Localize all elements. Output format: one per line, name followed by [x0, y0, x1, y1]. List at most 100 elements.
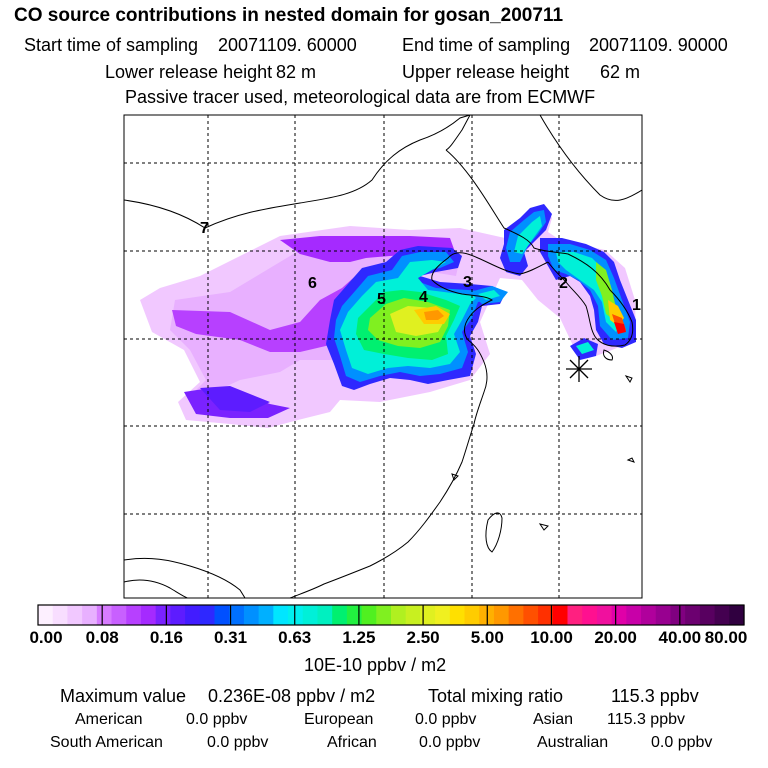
colorbar-swatch [82, 605, 98, 625]
region-value: 0.0 ppbv [651, 734, 713, 751]
colorbar-swatch [611, 605, 627, 625]
total-mixing-value: 115.3 ppbv [611, 686, 699, 706]
colorbar-swatch [302, 605, 319, 625]
colorbar-swatch [96, 605, 113, 625]
lower-height-value: 82 m [276, 62, 317, 82]
colorbar-tick-label: 5.00 [470, 628, 504, 647]
colorbar-swatch [214, 605, 230, 625]
colorbar-tick-label: 80.00 [704, 628, 748, 647]
colorbar-swatch [170, 605, 186, 625]
colorbar-swatch [391, 605, 407, 625]
plot-title: CO source contributions in nested domain… [14, 5, 564, 26]
colorbar-swatch [52, 605, 69, 625]
colorbar-swatch [714, 605, 730, 625]
colorbar-swatch [346, 605, 363, 625]
colorbar-tick-label: 20.00 [594, 628, 637, 647]
region-name: European [304, 711, 374, 728]
colorbar-tick-label: 2.50 [406, 628, 440, 647]
region-value: 0.0 ppbv [207, 734, 269, 751]
colorbar-swatch [582, 605, 598, 625]
colorbar-swatch [449, 605, 466, 625]
region-name: American [75, 711, 143, 728]
colorbar-swatch [508, 605, 524, 625]
marker-2: 2 [559, 275, 568, 292]
region-value: 0.0 ppbv [186, 711, 248, 728]
colorbar-tick-label: 0.08 [85, 628, 119, 647]
colorbar-swatch [670, 605, 686, 625]
marker-7: 7 [200, 220, 209, 237]
colorbar-tick-label: 1.25 [342, 628, 376, 647]
marker-3: 3 [463, 274, 472, 291]
tracer-note: Passive tracer used, meteorological data… [125, 87, 596, 107]
total-mixing-label: Total mixing ratio [428, 686, 564, 706]
colorbar-swatch [185, 605, 201, 625]
colorbar-swatch [435, 605, 451, 625]
upper-height-label: Upper release height [402, 62, 570, 82]
end-time-label: End time of sampling [402, 35, 571, 55]
colorbar-swatch [332, 605, 348, 625]
colorbar-swatch [552, 605, 569, 625]
receptor-star-icon [566, 356, 592, 382]
region-name: African [327, 734, 377, 751]
colorbar-swatch [111, 605, 127, 625]
colorbar-swatch [243, 605, 260, 625]
colorbar-swatch [596, 605, 613, 625]
region-value: 0.0 ppbv [415, 711, 477, 728]
colorbar-tick-label: 0.63 [278, 628, 312, 647]
colorbar-swatch [493, 605, 510, 625]
upper-height-value: 62 m [600, 62, 641, 82]
start-time-label: Start time of sampling [24, 35, 199, 55]
colorbar-swatch [273, 605, 289, 625]
colorbar-swatch [464, 605, 480, 625]
colorbar-swatch [67, 605, 83, 625]
max-value: 0.236E-08 ppbv / m2 [208, 686, 376, 706]
marker-5: 5 [377, 291, 386, 308]
colorbar-swatch [288, 605, 304, 625]
colorbar-swatch [538, 605, 554, 625]
max-value-label: Maximum value [60, 686, 187, 706]
colorbar-swatch [626, 605, 642, 625]
colorbar-tick-label: 0.16 [149, 628, 183, 647]
colorbar-swatch [567, 605, 583, 625]
map-frame [123, 114, 643, 599]
colorbar-swatch [258, 605, 274, 625]
colorbar-swatch [140, 605, 157, 625]
marker-4: 4 [419, 289, 428, 306]
coastlines [124, 115, 642, 598]
colorbar-swatch [38, 605, 54, 625]
marker-6: 6 [308, 275, 317, 292]
colorbar-swatch [641, 605, 657, 625]
marker-1: 1 [632, 297, 641, 314]
colorbar-swatch [126, 605, 142, 625]
colorbar-swatch [655, 605, 672, 625]
colorbar-tick-label: 10.00 [530, 628, 573, 647]
colorbar-frame [37, 604, 745, 626]
colorbar-swatch [405, 605, 422, 625]
colorbar-swatch [523, 605, 539, 625]
colorbar-swatch [317, 605, 333, 625]
end-time-value: 20071109. 90000 [589, 35, 728, 55]
colorbar-swatch [361, 605, 377, 625]
colorbar-swatch [199, 605, 216, 625]
colorbar-major-ticks [101, 605, 681, 625]
source-field: 7 6 5 4 3 2 1 [124, 115, 642, 598]
region-name: Australian [537, 734, 609, 751]
colorbar-tick-label: 40.00 [658, 628, 702, 647]
colorbar-swatch [729, 605, 745, 625]
lat-lon-grid [124, 115, 642, 598]
colorbar-swatch [229, 605, 245, 625]
colorbar-tick-label: 0.31 [213, 628, 248, 647]
region-value: 115.3 ppbv [607, 711, 685, 728]
colorbar-swatch [699, 605, 716, 625]
colorbar-swatch [420, 605, 436, 625]
start-time-value: 20071109. 60000 [218, 35, 357, 55]
colorbar-swatch [155, 605, 171, 625]
region-value: 0.0 ppbv [419, 734, 481, 751]
colorbar-tick-label: 0.00 [29, 628, 63, 647]
colorbar-swatch [376, 605, 392, 625]
lower-height-label: Lower release height [105, 62, 273, 82]
colorbar [38, 605, 745, 625]
colorbar-swatch [685, 605, 701, 625]
colorbar-unit: 10E-10 ppbv / m2 [304, 655, 447, 675]
